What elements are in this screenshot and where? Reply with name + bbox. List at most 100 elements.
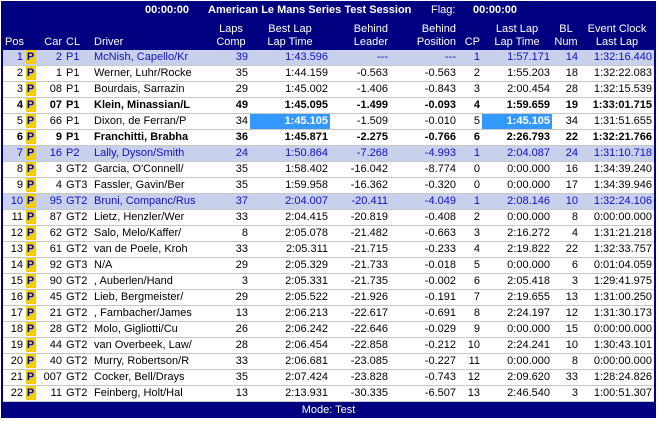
table-row: 21 P 007 GT2 Cocker, Bell/Drays 35 2:07.424 -23…: [3, 369, 654, 386]
car-number: 45: [49, 291, 62, 303]
car-number-cell: 44: [36, 337, 64, 354]
best-lap-time-cell: 2:13.931: [250, 385, 330, 402]
laps-completed: 33: [235, 243, 248, 255]
last-lap-time: 0:00.000: [507, 163, 550, 175]
laps-completed-cell: 13: [212, 305, 250, 322]
best-lap-time: 1:43.596: [285, 51, 328, 63]
class-position: 3: [473, 83, 480, 95]
table-row: 16 P 45 GT2 Lieb, Bergmeister/29 2:05.522 -21.…: [3, 289, 654, 306]
car-number: 87: [49, 211, 62, 223]
best-lap-time: 1:58.402: [285, 163, 328, 175]
column-header-text: Comp: [216, 36, 246, 48]
car-number: 66: [49, 115, 62, 127]
driver: Lietz, Henzler/Wer: [94, 211, 185, 223]
laps-completed: 29: [235, 83, 248, 95]
class: P2: [66, 147, 80, 159]
table-row: 19 P 44 GT2 van Overbeek, Law/28 2:06.454 -22.…: [3, 337, 654, 354]
best-lap-time-cell: 2:06.454: [250, 337, 330, 354]
behind-leader: -0.563: [356, 67, 388, 79]
class-position: 4: [473, 243, 480, 255]
behind-position: -0.093: [424, 99, 456, 111]
last-lap-time: 0:00.000: [507, 179, 550, 191]
behind-position: -0.691: [424, 307, 456, 319]
class: GT2: [66, 371, 88, 383]
flag-cell: P: [25, 81, 36, 98]
position: 22: [10, 387, 23, 399]
behind-position: -0.029: [424, 323, 456, 335]
behind-position: -4.993: [424, 147, 456, 159]
position-cell: 1: [3, 50, 25, 66]
last-lap-time: 1:55.203: [507, 67, 550, 79]
table-row: 15 P 90 GT2 , Auberlen/Hand 3 2:05.331 -21.735 -…: [3, 273, 654, 290]
best-lap-time-cell: 2:05.078: [250, 225, 330, 242]
laps-completed-cell: 35: [212, 65, 250, 82]
class-position: 11: [468, 355, 480, 367]
laps-completed-cell: 34: [212, 113, 250, 130]
flag-cell: P: [25, 273, 36, 290]
behind-leader-cell: -20.411: [330, 193, 390, 210]
class-position: 1: [473, 195, 480, 207]
behind-leader: -1.499: [356, 99, 388, 111]
class-cell: P1: [64, 50, 92, 66]
best-lap-number-cell: 4: [552, 225, 580, 242]
best-lap-number-cell: 13: [552, 289, 580, 306]
best-lap-time: 2:04.007: [285, 195, 328, 207]
best-lap-number: 28: [565, 83, 578, 95]
class-cell: GT2: [64, 353, 92, 370]
driver-cell: van Overbeek, Law/: [92, 337, 212, 354]
best-lap-time: 2:04.415: [285, 211, 328, 223]
position: 17: [10, 307, 23, 319]
car-number: 4: [55, 179, 62, 191]
class-position-cell: 5: [458, 113, 482, 130]
position: 7: [16, 147, 23, 159]
class: P1: [66, 67, 80, 79]
behind-leader: -22.858: [350, 339, 388, 351]
best-lap-time: 1:59.958: [285, 179, 328, 191]
best-lap-number-cell: 15: [552, 321, 580, 338]
flag-cell: P: [25, 225, 36, 242]
best-lap-time: 2:07.424: [285, 371, 328, 383]
behind-position-cell: -0.691: [390, 305, 458, 322]
position: 12: [10, 227, 23, 239]
class-position-cell: 3: [458, 225, 482, 242]
car-number-cell: 08: [36, 81, 64, 98]
driver-cell: , Auberlen/Hand: [92, 273, 212, 290]
driver-cell: Murry, Robertson/R: [92, 353, 212, 370]
behind-leader-cell: -0.563: [330, 65, 390, 82]
car-number: 3: [55, 163, 62, 175]
last-lap-time-cell: 1:45.105: [482, 113, 552, 130]
class: GT2: [66, 323, 88, 335]
event-clock: 1:34:39.946: [593, 179, 652, 191]
driver: Fassler, Gavin/Ber: [94, 179, 185, 191]
best-lap-time: 2:05.329: [285, 259, 328, 271]
car-number-cell: 3: [36, 161, 64, 178]
best-lap-number: 24: [565, 147, 578, 159]
class-cell: GT2: [64, 337, 92, 354]
class-cell: GT2: [64, 321, 92, 338]
laps-completed-cell: 13: [212, 385, 250, 402]
position: 14: [10, 259, 23, 271]
timing-table: Pos Car CL Driver Laps Comp Best Lap Lap Time Be…: [3, 17, 654, 402]
laps-completed: 24: [235, 147, 248, 159]
best-lap-number: 33: [565, 371, 578, 383]
behind-position-cell: -0.663: [390, 225, 458, 242]
laps-completed-cell: 49: [212, 97, 250, 114]
class-cell: P1: [64, 129, 92, 146]
behind-position-cell: -0.029: [390, 321, 458, 338]
column-header-text: Leader: [353, 36, 388, 48]
column-header: CP: [458, 17, 482, 50]
event-clock: 1:32:16.440: [593, 51, 652, 63]
car-number: 61: [49, 243, 62, 255]
class-position-cell: 2: [458, 209, 482, 226]
flag: P: [25, 306, 36, 320]
event-clock-cell: 0:00:00.000: [580, 321, 654, 338]
class: GT2: [66, 307, 88, 319]
behind-leader: -22.617: [350, 307, 388, 319]
flag: P: [25, 98, 36, 112]
table-row: 5 P 66 P1 Dixon, de Ferran/P 34 1:45.105 -1.509…: [3, 113, 654, 130]
last-lap-time-cell: 0:00.000: [482, 257, 552, 274]
flag: P: [25, 290, 36, 304]
position: 1: [16, 51, 23, 63]
flag-clock: 00:00:00: [473, 4, 518, 16]
behind-leader-cell: -21.482: [330, 225, 390, 242]
